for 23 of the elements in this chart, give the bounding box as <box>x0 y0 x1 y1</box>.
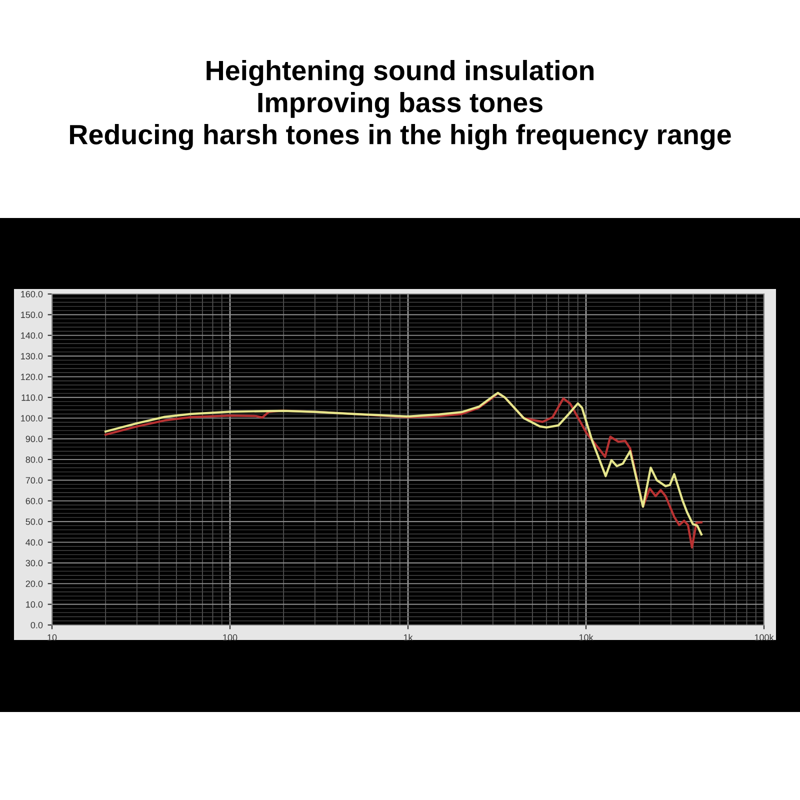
y-tick-label: 100.0 <box>21 415 43 422</box>
y-tick-label: 120.0 <box>21 374 43 380</box>
y-tick-label: 160.0 <box>21 290 43 298</box>
y-tick-label: 10.0 <box>26 601 43 608</box>
x-tick-label: 100k <box>754 634 774 641</box>
y-tick-label: 70.0 <box>26 477 43 484</box>
y-tick-label: 90.0 <box>26 436 43 442</box>
y-tick-label: 30.0 <box>26 560 43 566</box>
x-tick-label: 10 <box>48 634 57 641</box>
y-tick-label: 40.0 <box>26 539 43 546</box>
y-tick-label: 130.0 <box>21 353 43 360</box>
chart-title: Heightening sound insulation Improving bass tones Reducing harsh tones in the high frequency range <box>70 60 731 150</box>
x-tick-label: 10k <box>579 634 594 641</box>
y-tick-label: 140.0 <box>21 332 43 339</box>
x-tick-label: 100 <box>223 634 238 641</box>
y-tick-label: 80.0 <box>26 456 43 463</box>
y-tick-label: 0.0 <box>30 622 43 628</box>
y-tick-label: 20.0 <box>26 580 43 587</box>
x-tick-label: 1k <box>404 634 413 641</box>
y-tick-label: 110.0 <box>22 394 43 401</box>
y-tick-label: 60.0 <box>26 498 43 504</box>
y-tick-label: 150.0 <box>21 312 43 318</box>
y-tick-label: 50.0 <box>26 518 43 525</box>
